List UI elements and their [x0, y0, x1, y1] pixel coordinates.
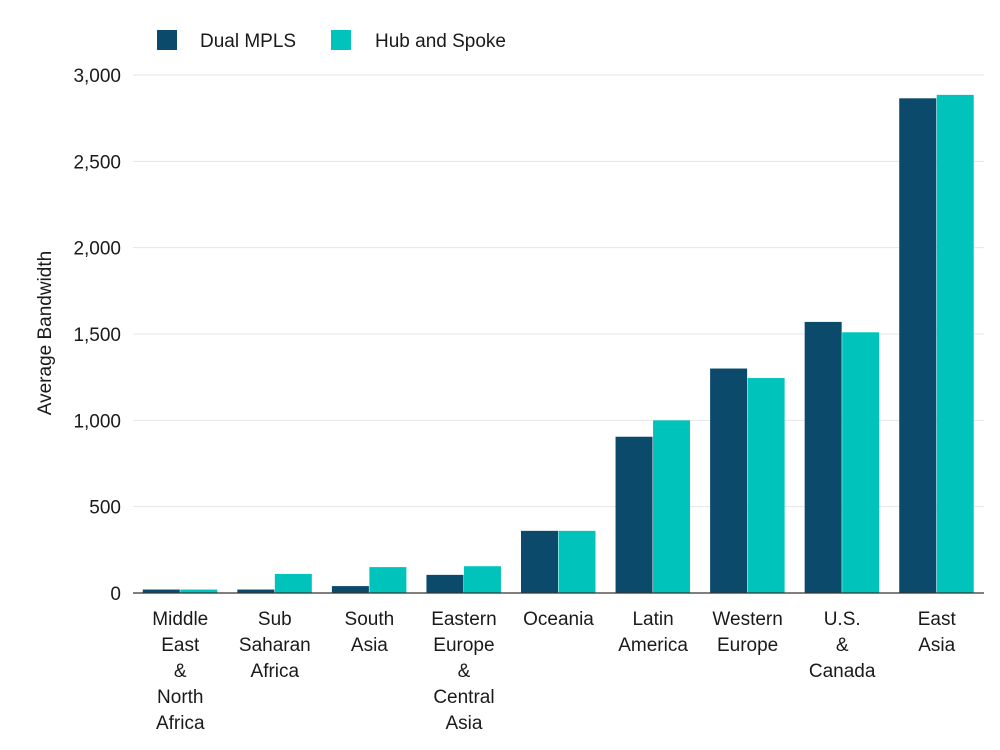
bar-dual-mpls [426, 574, 464, 593]
legend-item: Hub and Spoke [331, 30, 506, 52]
x-tick-label: Latin America [618, 609, 688, 656]
x-tick-label: Eastern Europe & Central Asia [431, 609, 496, 734]
x-tick-label: South Asia [345, 609, 395, 656]
legend-swatch [157, 30, 177, 50]
x-tick-label: U.S. & Canada [809, 609, 876, 682]
bar-group [426, 566, 501, 593]
bar-dual-mpls [615, 436, 653, 593]
legend-swatch [331, 30, 351, 50]
x-tick-label: East Asia [918, 609, 957, 656]
y-tick-label: 1,000 [73, 411, 121, 432]
x-tick-label: Middle East & North Africa [152, 609, 208, 734]
bar-group [331, 567, 407, 593]
bar-group [899, 94, 974, 594]
bar-dual-mpls [331, 586, 369, 593]
y-tick-label: 500 [89, 498, 121, 519]
bar-group [804, 321, 880, 593]
bar-hub-and-spoke [842, 332, 880, 593]
bar-dual-mpls [804, 321, 842, 593]
bar-dual-mpls [521, 530, 558, 593]
bars [142, 94, 974, 594]
bar-group [521, 530, 596, 593]
legend-label: Dual MPLS [200, 31, 296, 52]
legend-label: Hub and Spoke [375, 31, 506, 52]
legend: Dual MPLS Hub and Spoke [157, 30, 506, 52]
y-tick-label: 0 [110, 584, 121, 605]
bar-group [615, 420, 691, 593]
y-tick-label: 1,500 [73, 325, 121, 346]
axes: 0 500 1,000 1,500 2,000 2,500 3,000 Middle East &… [73, 66, 984, 734]
x-tick-label: Oceania [523, 609, 594, 630]
bar-hub-and-spoke [369, 567, 407, 593]
bar-dual-mpls [237, 589, 275, 593]
y-axis-title: Average Bandwidth [35, 251, 56, 415]
bar-dual-mpls [142, 589, 180, 593]
bar-group [710, 368, 785, 593]
x-tick-label: Western Europe [712, 609, 782, 656]
bar-hub-and-spoke [747, 378, 785, 593]
y-tick-label: 3,000 [73, 66, 121, 87]
bar-hub-and-spoke [936, 94, 974, 594]
y-tick-label: 2,500 [73, 152, 121, 173]
bar-hub-and-spoke [180, 589, 218, 593]
bar-dual-mpls [899, 98, 937, 593]
bar-group [237, 574, 312, 593]
bar-hub-and-spoke [463, 566, 501, 593]
bar-group [142, 589, 218, 593]
legend-item: Dual MPLS [157, 30, 296, 52]
x-tick-label: Sub Saharan Africa [239, 609, 311, 682]
bar-hub-and-spoke [653, 420, 691, 593]
bar-hub-and-spoke [274, 574, 312, 593]
bar-hub-and-spoke [558, 530, 596, 593]
y-tick-label: 2,000 [73, 239, 121, 260]
bar-dual-mpls [710, 368, 748, 593]
